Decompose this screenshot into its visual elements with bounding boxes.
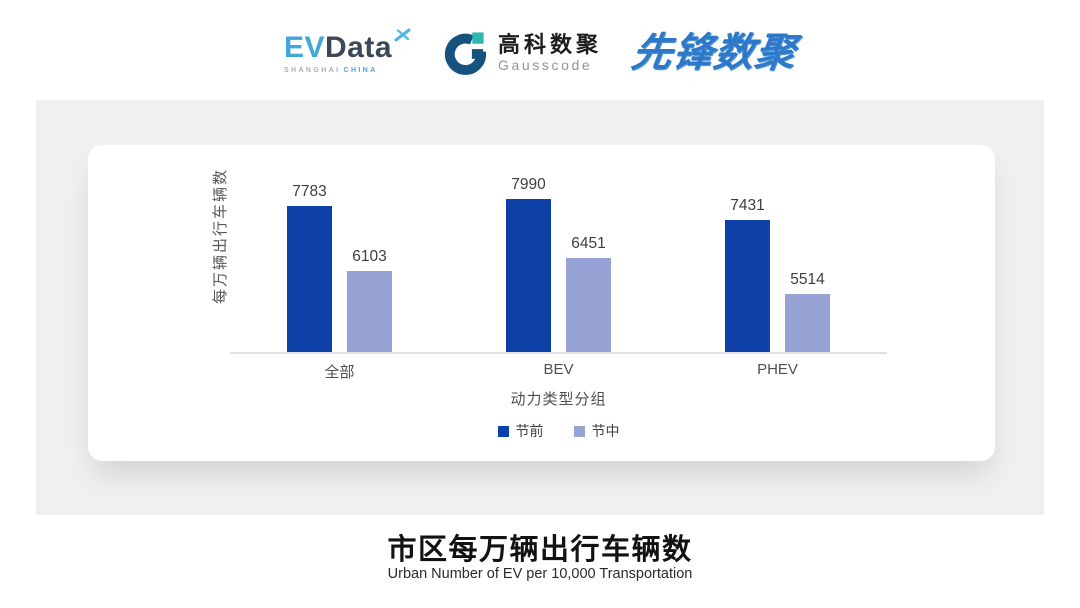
gausscode-logo: 高科数聚 Gausscode	[442, 30, 602, 77]
bar-column: 7783	[287, 183, 332, 352]
pioneer-shuju-logo: 先锋数聚	[628, 31, 800, 75]
bar-column: 6451	[566, 235, 611, 352]
bar-group-PHEV: 7431 5514	[668, 152, 887, 352]
logo-bar: EV Data SHANGHAI CHINA 高科数聚 Gausscode 先锋数	[0, 20, 1080, 86]
legend-item-节中: 节中	[573, 421, 620, 441]
bar-column: 7431	[725, 197, 770, 352]
bar-节前-BEV	[506, 199, 551, 352]
legend-label: 节前	[515, 423, 544, 439]
bar-group-BEV: 7990 6451	[449, 152, 668, 352]
evdata-subtitle-shanghai: SHANGHAI	[283, 66, 341, 74]
gausscode-g-ring-icon	[444, 31, 487, 75]
x-axis-category-row: 全部 BEV PHEV	[230, 361, 887, 382]
bar-column: 6103	[347, 248, 392, 352]
gausscode-text: 高科数聚 Gausscode	[498, 31, 603, 74]
evdata-subtitle: SHANGHAI CHINA	[284, 67, 378, 74]
bar-column: 5514	[785, 271, 830, 352]
chart-card: 每万辆出行车辆数 7783 6103 7990 6451 7431 5514 全部 BEV P…	[88, 145, 995, 461]
gausscode-en-name: Gausscode	[498, 56, 593, 73]
bar-节前-全部	[287, 206, 332, 352]
legend-swatch-icon	[573, 425, 585, 437]
bar-value-label: 7990	[511, 176, 546, 193]
plot-area: 7783 6103 7990 6451 7431 5514	[230, 152, 887, 354]
bar-value-label: 7783	[292, 183, 327, 200]
category-label-BEV: BEV	[543, 361, 574, 378]
x-axis-label: 动力类型分组	[510, 391, 607, 408]
bar-value-label: 6103	[352, 248, 387, 265]
chart-title: 市区每万辆出行车辆数	[387, 534, 693, 566]
gausscode-cn-name: 高科数聚	[498, 31, 603, 57]
bar-节中-全部	[347, 271, 392, 352]
category-label-PHEV: PHEV	[757, 361, 798, 378]
category-label-全部: 全部	[324, 364, 355, 381]
evdata-ev-text: EV	[283, 30, 325, 64]
legend: 节前 节中	[230, 421, 887, 441]
sparkle-x-icon	[394, 28, 411, 41]
chart-subtitle: Urban Number of EV per 10,000 Transporta…	[387, 566, 693, 582]
y-axis-label: 每万辆出行车辆数	[212, 168, 229, 305]
legend-label: 节中	[591, 423, 620, 439]
evdata-subtitle-china: CHINA	[343, 66, 378, 74]
bar-group-全部: 7783 6103	[230, 152, 449, 352]
bar-节前-PHEV	[725, 220, 770, 352]
bar-value-label: 6451	[571, 235, 606, 252]
bar-节中-PHEV	[785, 294, 830, 352]
bar-value-label: 5514	[790, 271, 825, 288]
evdata-data-text: Data	[324, 30, 393, 64]
bar-column: 7990	[506, 176, 551, 352]
legend-swatch-icon	[497, 425, 509, 437]
bar-节中-BEV	[566, 258, 611, 352]
evdata-logo: EV Data SHANGHAI CHINA	[283, 28, 412, 74]
evdata-wordmark: EV Data	[283, 28, 412, 64]
legend-item-节前: 节前	[497, 421, 544, 441]
bar-value-label: 7431	[730, 197, 765, 214]
